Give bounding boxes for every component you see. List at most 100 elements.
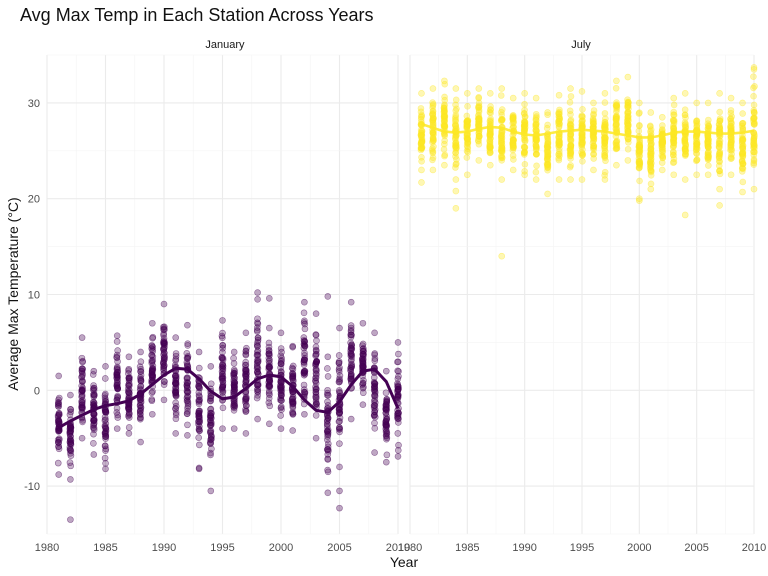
- facet-panel-july: July 1980 1985 1990 1995 2000 2005 2010: [398, 39, 766, 554]
- data-point: [590, 155, 598, 162]
- data-point: [78, 399, 86, 406]
- data-point: [670, 101, 678, 109]
- data-point: [509, 135, 517, 143]
- data-point: [336, 414, 344, 422]
- data-point: [487, 119, 494, 126]
- data-point: [265, 350, 273, 357]
- data-point: [486, 161, 494, 169]
- data-point: [486, 138, 494, 146]
- data-point: [277, 379, 285, 386]
- x-tick-label: 1980: [398, 542, 422, 554]
- data-point: [125, 353, 133, 361]
- data-point: [67, 425, 74, 432]
- data-point: [716, 167, 723, 175]
- data-point: [102, 460, 109, 467]
- data-point: [429, 166, 437, 174]
- data-point: [418, 111, 425, 119]
- data-point: [136, 407, 144, 415]
- data-point: [452, 153, 459, 160]
- data-point: [67, 452, 75, 459]
- data-point: [395, 350, 402, 358]
- data-point: [55, 399, 62, 407]
- data-point: [312, 377, 319, 385]
- data-point: [429, 134, 437, 142]
- data-point: [195, 348, 203, 356]
- data-point: [510, 144, 517, 152]
- data-point: [441, 140, 448, 148]
- data-point: [452, 149, 459, 157]
- data-point: [510, 143, 517, 151]
- data-point: [635, 141, 643, 148]
- data-point: [440, 113, 448, 121]
- data-point: [498, 176, 506, 183]
- data-point: [172, 388, 179, 396]
- data-point: [218, 353, 226, 361]
- data-point: [635, 164, 643, 171]
- data-point: [313, 358, 320, 365]
- data-point: [79, 358, 86, 366]
- data-point: [544, 190, 551, 198]
- data-point: [312, 331, 320, 338]
- data-point: [371, 425, 379, 432]
- data-point: [590, 110, 597, 118]
- data-point: [452, 204, 460, 212]
- data-point: [277, 329, 285, 337]
- data-point: [475, 102, 483, 110]
- data-point: [624, 102, 632, 109]
- data-point: [464, 102, 471, 110]
- data-point: [102, 447, 109, 454]
- data-point: [160, 300, 168, 308]
- data-point: [498, 152, 505, 160]
- data-point: [520, 143, 528, 151]
- data-point: [520, 136, 528, 143]
- data-point: [323, 428, 331, 435]
- data-point: [452, 164, 459, 171]
- data-point: [521, 113, 529, 121]
- data-point: [196, 393, 203, 401]
- data-point: [498, 154, 505, 162]
- data-point: [498, 147, 506, 155]
- data-point: [371, 402, 379, 409]
- data-point: [440, 122, 448, 129]
- data-point: [487, 109, 494, 117]
- data-point: [441, 122, 448, 130]
- data-point: [254, 295, 261, 303]
- data-point: [429, 134, 437, 141]
- data-point: [324, 421, 331, 428]
- data-point: [727, 94, 735, 102]
- data-point: [658, 166, 666, 174]
- data-point: [183, 410, 191, 418]
- x-tick-label: 1980: [35, 542, 59, 554]
- data-point: [242, 399, 249, 406]
- data-point: [417, 145, 425, 152]
- data-point: [78, 392, 86, 400]
- data-point: [486, 130, 494, 137]
- data-point: [532, 120, 540, 128]
- data-point: [383, 435, 390, 443]
- data-point: [102, 408, 110, 416]
- data-point: [148, 389, 156, 397]
- data-point: [521, 118, 529, 126]
- data-point: [544, 143, 552, 151]
- data-point: [125, 365, 133, 373]
- data-point: [394, 358, 401, 366]
- data-point: [324, 446, 331, 453]
- data-point: [601, 99, 609, 106]
- data-point: [602, 157, 609, 165]
- data-point: [463, 134, 471, 142]
- x-tick-label: 2000: [627, 542, 651, 554]
- data-point: [532, 127, 540, 134]
- data-point: [509, 113, 517, 121]
- data-point: [497, 133, 505, 140]
- data-point: [253, 359, 261, 367]
- data-point: [67, 423, 74, 430]
- data-point: [67, 516, 74, 523]
- data-point: [486, 141, 494, 149]
- data-point: [78, 334, 86, 341]
- data-point: [533, 113, 540, 120]
- data-point: [509, 140, 517, 148]
- data-point: [636, 158, 644, 165]
- data-point: [532, 150, 540, 158]
- data-point: [196, 418, 203, 426]
- data-point: [464, 121, 472, 129]
